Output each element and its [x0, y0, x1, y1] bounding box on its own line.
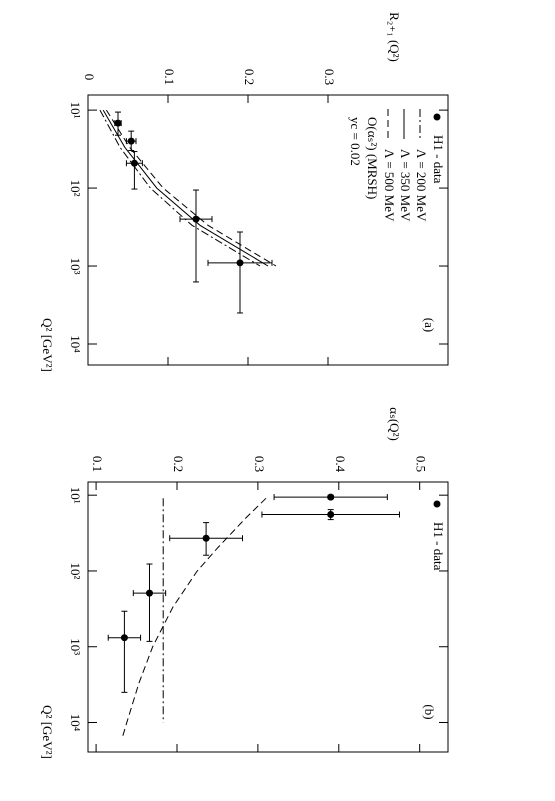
- data-point: [202, 534, 210, 542]
- y-tick-label: 0.2: [242, 69, 257, 85]
- data-point: [327, 493, 335, 501]
- y-axis-label: αₛ(Q²): [387, 407, 402, 441]
- data-point: [127, 137, 135, 145]
- x-tick-label: 10³: [68, 638, 83, 655]
- y-tick-label: 0.2: [171, 456, 186, 472]
- data-point: [120, 634, 128, 642]
- x-tick-label: 10¹: [68, 102, 83, 119]
- legend-label: Λ = 200 MeV: [414, 149, 429, 222]
- y-tick-label: 0.4: [333, 456, 348, 473]
- x-axis-label: Q² [GeV²]: [40, 705, 55, 759]
- annotation: yc = 0.02: [348, 117, 363, 166]
- y-tick-label: 0.3: [252, 456, 267, 472]
- y-tick-label: 0: [82, 74, 97, 81]
- data-point: [236, 259, 244, 267]
- data-point: [327, 511, 335, 519]
- curve: [122, 497, 267, 737]
- panel-label: (b): [422, 704, 437, 719]
- legend-label: Λ = 350 MeV: [398, 149, 413, 222]
- y-tick-label: 0.5: [414, 456, 429, 472]
- y-tick-label: 0.1: [90, 456, 105, 472]
- annotation: O(αₛ²) (MRSH): [365, 117, 380, 199]
- y-axis-label: R₂₊₁ (Q²): [387, 12, 402, 62]
- x-tick-label: 10²: [68, 180, 83, 197]
- curve: [105, 109, 277, 267]
- legend-label: H1 - data: [431, 522, 446, 571]
- plot-frame: [87, 481, 449, 753]
- x-tick-label: 10⁴: [68, 335, 83, 353]
- legend-marker: [433, 113, 441, 121]
- curve: [102, 109, 269, 267]
- curve: [99, 109, 261, 267]
- plot-frame: [87, 94, 449, 366]
- legend-label: H1 - data: [431, 135, 446, 184]
- panel-label: (a): [422, 318, 437, 332]
- legend-marker: [433, 500, 441, 508]
- data-point: [114, 119, 122, 127]
- x-tick-label: 10⁴: [68, 714, 83, 732]
- x-axis-label: Q² [GeV²]: [40, 318, 55, 372]
- x-tick-label: 10¹: [68, 487, 83, 504]
- legend-label: Λ = 500 MeV: [382, 149, 397, 222]
- y-tick-label: 0.1: [162, 69, 177, 85]
- data-point: [145, 589, 153, 597]
- x-tick-label: 10³: [68, 258, 83, 275]
- x-tick-label: 10²: [68, 563, 83, 580]
- y-tick-label: 0.3: [322, 69, 337, 85]
